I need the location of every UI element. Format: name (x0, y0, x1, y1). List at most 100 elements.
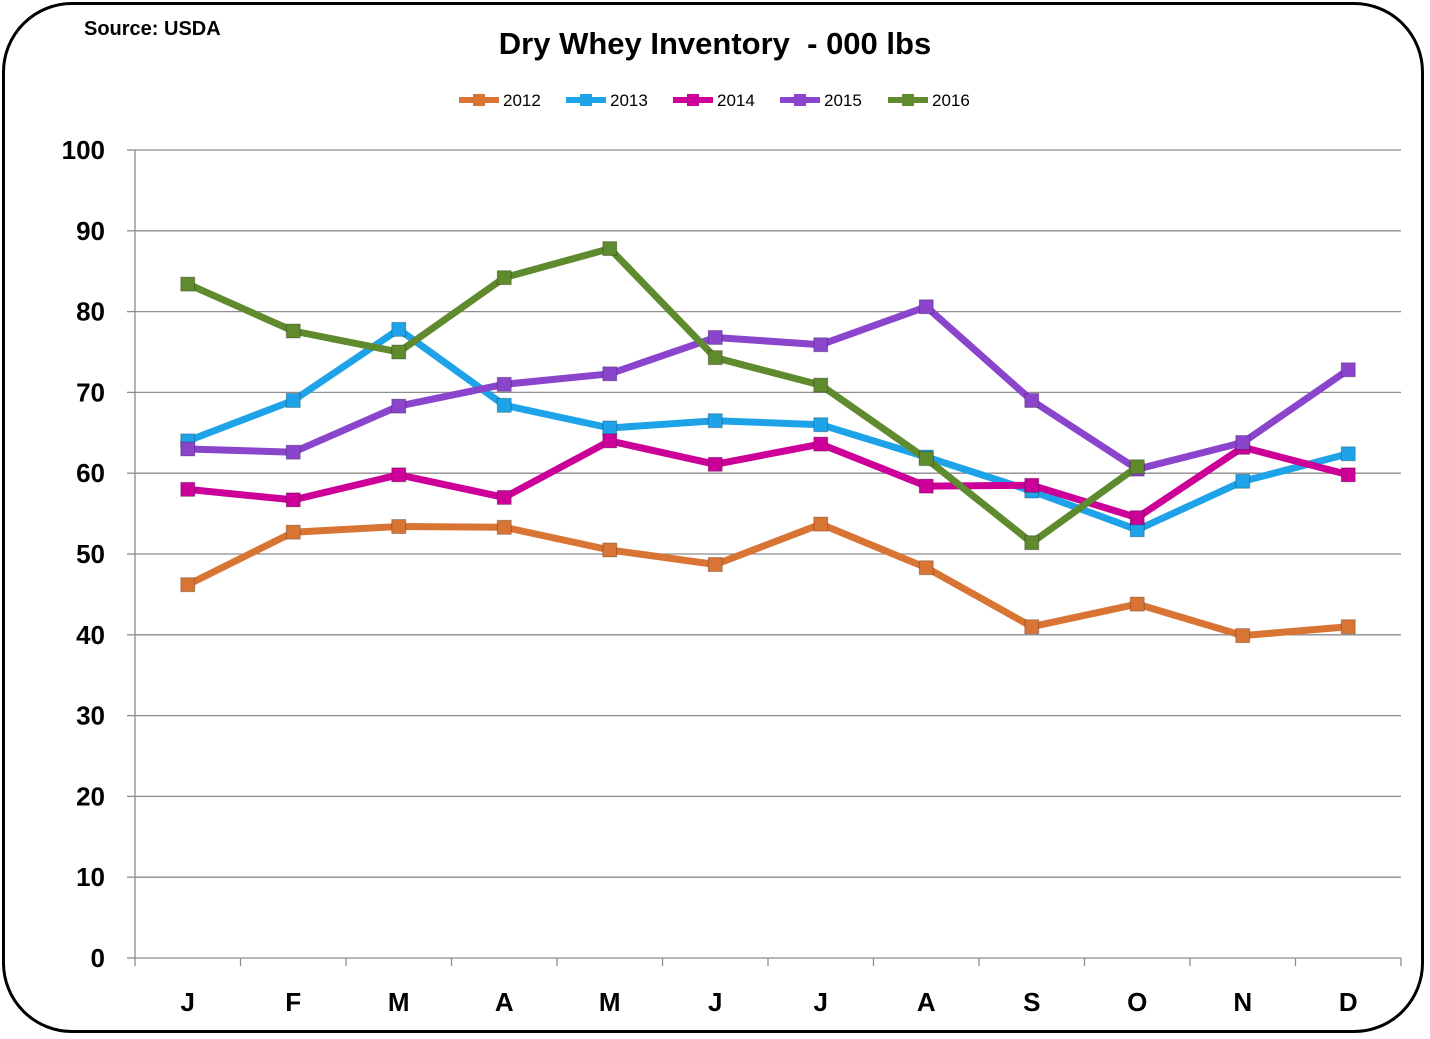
data-point (285, 524, 301, 540)
x-tick-label: N (1233, 987, 1252, 1017)
data-point (707, 413, 723, 429)
data-point (1024, 477, 1040, 493)
data-point (496, 270, 512, 286)
data-point (1340, 446, 1356, 462)
data-point (707, 329, 723, 345)
y-tick-label: 0 (91, 943, 105, 973)
series-line-2015 (184, 303, 1352, 473)
data-point (496, 489, 512, 505)
y-tick-label: 60 (76, 458, 105, 488)
x-tick-label: J (814, 987, 828, 1017)
data-point (285, 492, 301, 508)
x-tick-label: M (599, 987, 621, 1017)
data-point (918, 451, 934, 467)
series-line-2012 (184, 520, 1352, 640)
legend-label: 2016 (932, 91, 970, 110)
legend-item-2015: 2015 (780, 91, 862, 110)
x-tick-label: S (1023, 987, 1040, 1017)
data-point (813, 337, 829, 353)
x-tick-label: M (388, 987, 410, 1017)
data-point (496, 376, 512, 392)
legend-label: 2015 (824, 91, 862, 110)
x-tick-label: A (917, 987, 936, 1017)
y-tick-label: 40 (76, 620, 105, 650)
legend-label: 2014 (717, 91, 755, 110)
legend-swatch-marker (687, 94, 699, 106)
data-point (180, 276, 196, 292)
legend-item-2016: 2016 (888, 91, 970, 110)
x-tick-label: J (708, 987, 722, 1017)
legend-label: 2012 (503, 91, 541, 110)
x-tick-label: F (285, 987, 301, 1017)
y-tick-label: 90 (76, 216, 105, 246)
y-tick-label: 100 (62, 135, 105, 165)
legend-swatch-marker (794, 94, 806, 106)
y-tick-label: 70 (76, 377, 105, 407)
data-point (1340, 467, 1356, 483)
data-point (602, 433, 618, 449)
legend-item-2012: 2012 (459, 91, 541, 110)
data-point (813, 436, 829, 452)
data-point (813, 516, 829, 532)
data-point (1024, 392, 1040, 408)
series-2013 (180, 321, 1356, 538)
data-point (1235, 473, 1251, 489)
data-point (707, 456, 723, 472)
legend-item-2013: 2013 (566, 91, 648, 110)
series-line-2014 (184, 437, 1352, 522)
legend: 2012 2013 2014 2015 2016 (459, 91, 970, 110)
data-point (391, 467, 407, 483)
series-line-2016 (184, 245, 1141, 547)
data-point (180, 441, 196, 457)
data-point (1024, 535, 1040, 551)
data-point (707, 557, 723, 573)
x-tick-label: J (181, 987, 195, 1017)
x-tick-label: D (1339, 987, 1358, 1017)
chart-title: Dry Whey Inventory - 000 lbs (498, 26, 932, 61)
data-point (391, 398, 407, 414)
series-2016 (180, 241, 1145, 551)
x-tick-label: A (495, 987, 514, 1017)
data-point (1235, 434, 1251, 450)
data-point (918, 299, 934, 315)
series-2014 (180, 433, 1356, 526)
data-point (602, 420, 618, 436)
data-point (602, 241, 618, 257)
data-point (1129, 510, 1145, 526)
data-point (285, 323, 301, 339)
data-point (1340, 362, 1356, 378)
data-point (918, 478, 934, 494)
data-point (602, 366, 618, 382)
gridlines (135, 149, 1401, 878)
data-point (1235, 628, 1251, 644)
series-layer (180, 241, 1356, 644)
x-tick-label: O (1127, 987, 1147, 1017)
series-line-2013 (184, 325, 1352, 534)
data-point (707, 350, 723, 366)
legend-swatch-marker (473, 94, 485, 106)
data-point (391, 519, 407, 535)
data-point (180, 577, 196, 593)
data-point (1129, 459, 1145, 475)
data-point (496, 397, 512, 413)
legend-swatch-marker (902, 94, 914, 106)
data-point (1024, 619, 1040, 635)
series-2015 (180, 299, 1356, 477)
legend-swatch-marker (580, 94, 592, 106)
source-note: Source: USDA (84, 18, 221, 40)
data-point (813, 417, 829, 433)
data-point (602, 542, 618, 558)
data-point (813, 377, 829, 393)
legend-item-2014: 2014 (673, 91, 755, 110)
y-tick-label: 30 (76, 701, 105, 731)
y-tick-label: 10 (76, 862, 105, 892)
series-2012 (180, 516, 1356, 644)
data-point (391, 344, 407, 360)
legend-label: 2013 (610, 91, 648, 110)
y-tick-label: 20 (76, 781, 105, 811)
data-point (1340, 619, 1356, 635)
y-tick-label: 80 (76, 297, 105, 327)
data-point (918, 560, 934, 576)
